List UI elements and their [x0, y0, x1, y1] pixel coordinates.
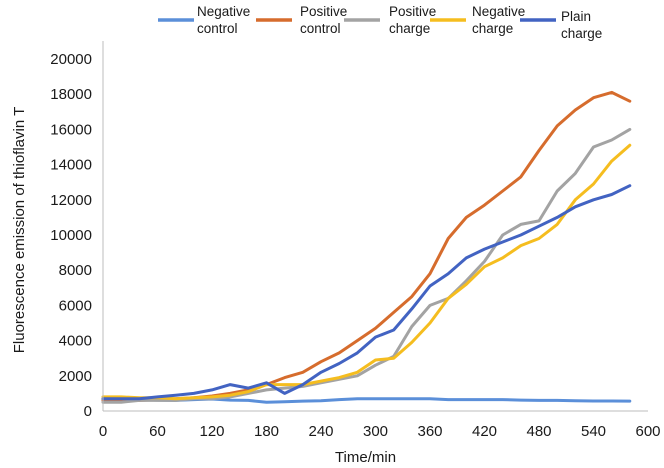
series-line-negative-charge	[101, 143, 632, 401]
legend-item-positive-charge: Positive charge	[344, 4, 436, 36]
legend-item-negative-control: Negative control	[158, 4, 250, 36]
y-tick-label: 18000	[50, 86, 92, 103]
legend-label: Positive control	[300, 4, 347, 36]
y-axis-title: Fluorescence emission of thioflavin T	[11, 107, 28, 354]
x-tick-label: 540	[581, 423, 606, 440]
legend-label: Plain charge	[561, 9, 602, 41]
y-tick-label: 2000	[59, 368, 92, 385]
axes	[102, 41, 648, 412]
y-tick-label: 16000	[50, 121, 92, 138]
x-tick-labels: 0 60 120 180 240 300 360 420 480 540 600	[99, 423, 661, 440]
legend-label: Negative charge	[472, 4, 525, 36]
legend-item-plain-charge: Plain charge	[520, 9, 602, 41]
x-tick-label: 600	[635, 423, 660, 440]
y-tick-label: 10000	[50, 227, 92, 244]
x-tick-label: 300	[363, 423, 388, 440]
x-axis-title: Time/min	[335, 449, 396, 466]
y-tick-label: 20000	[50, 51, 92, 68]
x-tick-label: 360	[417, 423, 442, 440]
x-tick-label: 420	[472, 423, 497, 440]
series-line-plain-charge	[101, 184, 632, 401]
series-line-positive-charge	[101, 127, 632, 404]
y-tick-label: 6000	[59, 297, 92, 314]
y-tick-label: 0	[84, 403, 92, 420]
legend-item-negative-charge: Negative charge	[430, 4, 525, 36]
legend: Negative control Positive control Positive ch…	[158, 4, 602, 41]
legend-item-positive-control: Positive control	[256, 4, 347, 36]
y-tick-label: 14000	[50, 157, 92, 174]
x-tick-label: 0	[99, 423, 107, 440]
series-lines	[101, 90, 632, 404]
y-tick-label: 4000	[59, 333, 92, 350]
x-tick-label: 480	[526, 423, 551, 440]
x-tick-label: 180	[254, 423, 279, 440]
x-tick-label: 240	[308, 423, 333, 440]
series-line-positive-control	[101, 90, 632, 402]
y-tick-labels: 0 2000 4000 6000 8000 10000 12000 14000 16000 180…	[50, 51, 92, 420]
x-tick-label: 120	[199, 423, 224, 440]
y-tick-label: 12000	[50, 192, 92, 209]
legend-label: Negative control	[197, 4, 250, 36]
legend-label: Positive charge	[389, 4, 436, 36]
y-tick-label: 8000	[59, 262, 92, 279]
x-tick-label: 60	[149, 423, 166, 440]
